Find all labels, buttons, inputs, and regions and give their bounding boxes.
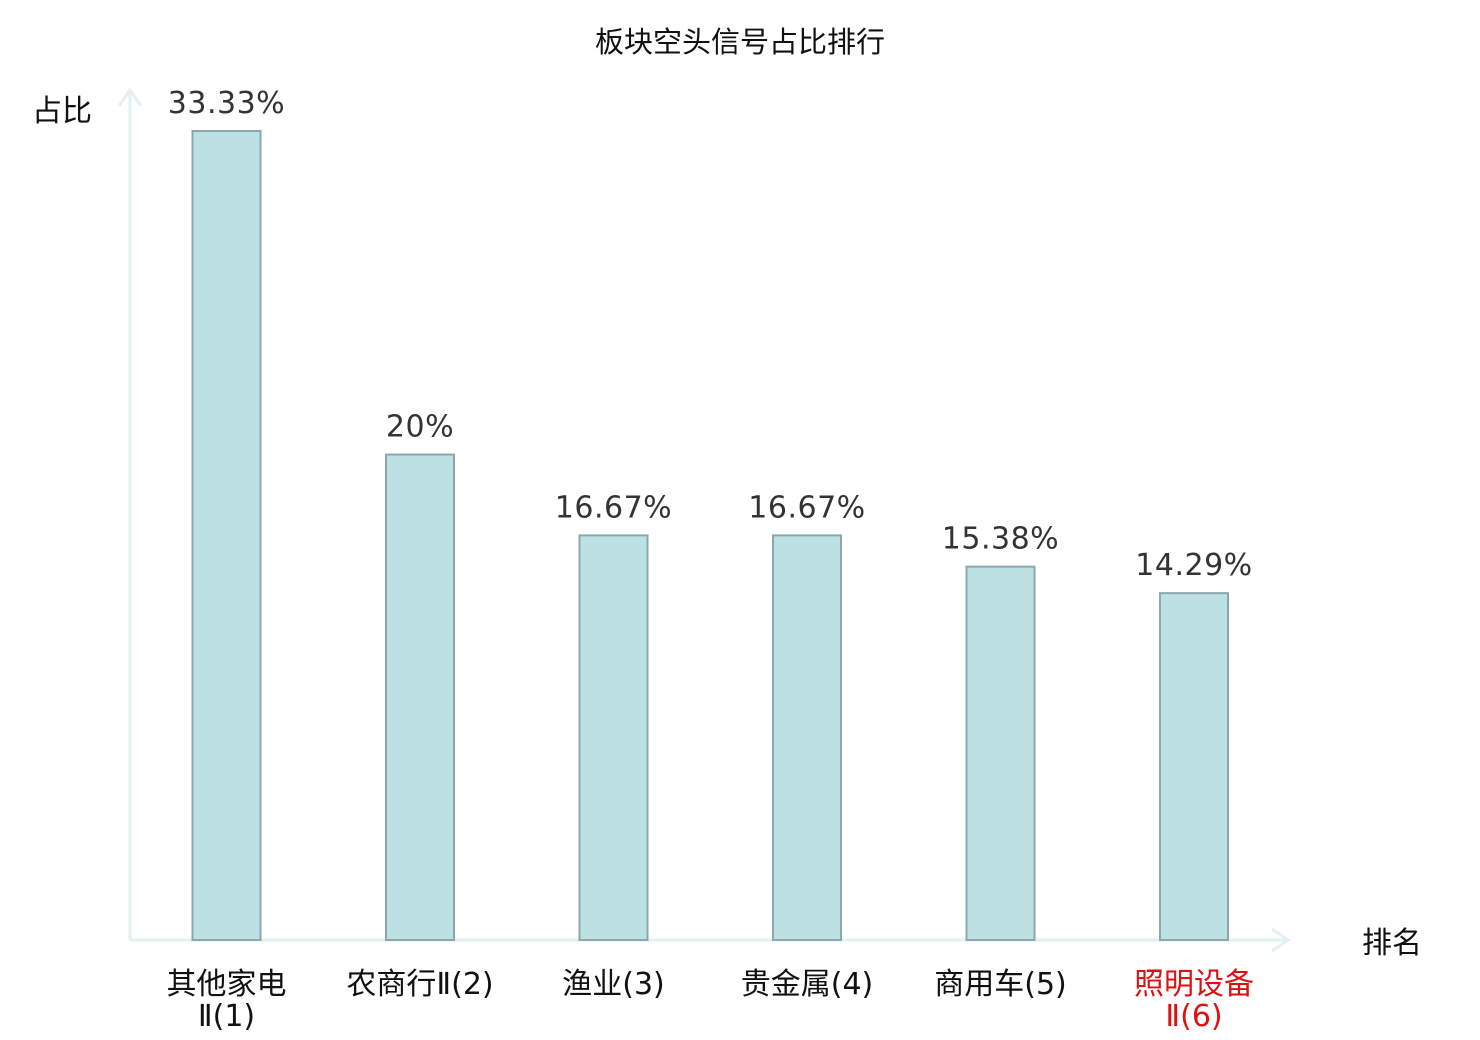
bar-3 [578, 534, 649, 942]
category-label-1-line2: Ⅱ(1) [198, 999, 255, 1034]
category-label-5: 商用车(5) [934, 967, 1067, 1002]
y-axis-label: 占比 [32, 94, 92, 129]
value-label-6: 14.29% [1135, 548, 1252, 583]
category-label-2: 农商行Ⅱ(2) [346, 967, 493, 1002]
value-labels: 33.33% 20% 16.67% 16.67% 15.38% 14.29% [168, 86, 1252, 583]
value-label-1: 33.33% [168, 86, 285, 121]
category-label-3: 渔业(3) [562, 967, 665, 1002]
bars [191, 130, 1229, 942]
bar-6 [1159, 592, 1229, 942]
category-label-1: 其他家电 [167, 967, 287, 1002]
bar-5 [965, 565, 1036, 941]
value-label-3: 16.67% [555, 490, 672, 525]
category-label-4: 贵金属(4) [741, 967, 874, 1002]
x-axis [130, 927, 1291, 953]
value-label-5: 15.38% [942, 522, 1059, 557]
chart-title: 板块空头信号占比排行 [595, 25, 885, 59]
category-label-6-line2: Ⅱ(6) [1165, 999, 1222, 1034]
bar-4 [772, 534, 842, 942]
bar-2 [385, 453, 455, 941]
bar-1 [191, 130, 262, 941]
y-axis [117, 87, 143, 940]
value-label-4: 16.67% [748, 490, 865, 525]
value-label-2: 20% [386, 410, 454, 445]
category-label-6: 照明设备 [1134, 967, 1254, 1002]
x-axis-label: 排名 [1362, 926, 1422, 961]
